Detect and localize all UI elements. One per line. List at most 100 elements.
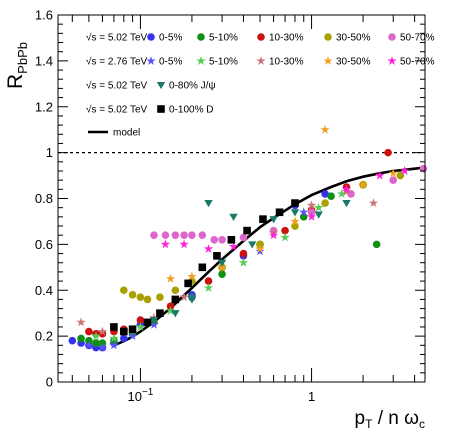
data-point [239, 233, 248, 242]
data-point [149, 319, 159, 329]
data-point [290, 216, 300, 226]
data-point [68, 336, 77, 345]
legend-entry-label: 5-10% [209, 57, 238, 68]
data-point [238, 257, 249, 267]
data-point [150, 231, 158, 239]
legend-entry-label: 5-10% [209, 33, 238, 44]
data-points-layer [68, 124, 428, 352]
series-9 [160, 166, 410, 253]
data-point [269, 216, 278, 224]
data-point [321, 199, 329, 207]
data-point [306, 200, 317, 210]
legend-entry-label: 0-5% [159, 57, 182, 68]
y-tick-label: 0 [46, 375, 53, 390]
data-point [187, 271, 197, 281]
data-point [275, 208, 284, 217]
data-point [156, 293, 164, 301]
data-point [218, 235, 226, 244]
legend-entry-label: 0-5% [159, 33, 182, 44]
data-point [179, 239, 189, 249]
data-point [128, 291, 137, 299]
data-point [291, 199, 299, 207]
data-point [97, 342, 108, 352]
data-point [243, 226, 251, 235]
data-point [97, 326, 108, 336]
legend-marker [196, 56, 206, 65]
data-point [171, 295, 180, 304]
legend-entry-label: 30-50% [336, 57, 371, 68]
legend-row-label: √s = 5.02 TeV [86, 32, 148, 44]
data-point [239, 249, 248, 258]
legend-marker [157, 105, 165, 113]
legend-marker [156, 81, 166, 90]
x-axis-title-middle: / n ω [372, 408, 419, 429]
data-point [337, 189, 347, 198]
data-point [203, 283, 214, 292]
data-point [143, 295, 152, 304]
model-curve [113, 166, 426, 347]
data-point [198, 263, 207, 272]
series-11 [110, 199, 299, 336]
y-tick-label: 1.6 [35, 8, 53, 23]
data-point [143, 318, 152, 327]
legend-entry-label: 0-80% J/ψ [169, 81, 216, 92]
series-7 [76, 186, 379, 336]
x-tick-base: 10 [127, 389, 141, 404]
data-point [368, 198, 379, 208]
series-1 [77, 180, 381, 347]
legend: √s = 5.02 TeV 0-5% 5-10% 10-30% 30-50% 50-70%… [86, 32, 435, 139]
data-point [92, 339, 100, 347]
data-point [91, 331, 101, 341]
data-point [120, 334, 128, 343]
data-point [204, 200, 213, 208]
data-point [136, 293, 145, 301]
legend-entry-label: 0-100% D [169, 105, 213, 116]
legend-row-label: √s = 2.76 TeV [86, 56, 148, 68]
legend-marker [146, 56, 156, 65]
data-point [127, 331, 138, 341]
data-point [321, 190, 329, 198]
data-point [171, 286, 180, 295]
data-point [290, 209, 300, 217]
series-2 [85, 148, 392, 338]
legend-entry-label: 10-30% [269, 33, 304, 44]
x-tick-exponent: −1 [142, 387, 154, 398]
legend-row-label: √s = 5.02 TeV [86, 80, 148, 92]
data-point [76, 317, 86, 327]
legend-entry-label: 50-70% [400, 57, 435, 68]
data-point [188, 231, 196, 239]
legend-marker [324, 33, 332, 41]
data-point [213, 252, 221, 260]
data-point [314, 211, 323, 219]
legend-marker [257, 33, 265, 41]
x-tick-label: 1 [308, 389, 315, 404]
data-point [306, 211, 317, 221]
data-point [204, 277, 213, 285]
x-tick-base: 1 [308, 389, 315, 404]
y-tick-label: 0.2 [35, 329, 53, 344]
data-point [375, 170, 385, 180]
legend-marker [387, 56, 397, 65]
data-point [255, 244, 265, 253]
data-point [187, 296, 197, 304]
data-point [347, 190, 355, 198]
legend-marker [197, 33, 205, 41]
x-axis-ticks: 10−1 1 [71, 15, 416, 404]
legend-marker [147, 33, 155, 41]
series-6 [91, 189, 347, 343]
y-axis-title-sub: PbPb [15, 42, 30, 74]
data-point [388, 168, 398, 178]
data-point [228, 241, 239, 251]
series-8 [165, 124, 398, 283]
data-point [165, 306, 176, 315]
legend-entry-label: 10-30% [269, 57, 304, 68]
y-tick-label: 0.6 [35, 237, 53, 252]
legend-marker [256, 56, 266, 65]
data-point [135, 322, 146, 331]
data-point [358, 179, 368, 189]
data-point [281, 226, 289, 235]
y-tick-label: 1.2 [35, 99, 53, 114]
data-point [280, 232, 290, 242]
legend-row-label: √s = 5.02 TeV [86, 104, 148, 116]
